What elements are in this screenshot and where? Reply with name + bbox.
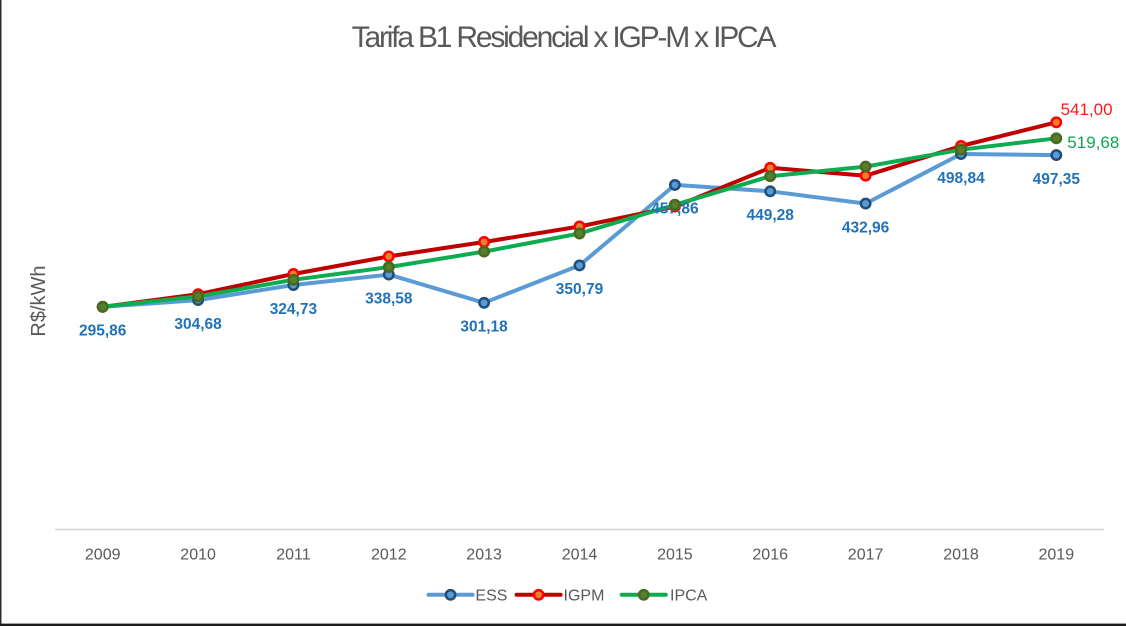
svg-text:324,73: 324,73 <box>270 301 318 318</box>
svg-text:519,68: 519,68 <box>1067 133 1119 152</box>
svg-text:449,28: 449,28 <box>746 207 794 224</box>
svg-text:301,18: 301,18 <box>460 319 508 336</box>
svg-text:2014: 2014 <box>562 547 598 564</box>
svg-text:432,96: 432,96 <box>842 219 890 236</box>
svg-text:2009: 2009 <box>85 547 121 564</box>
svg-text:2017: 2017 <box>848 547 884 564</box>
svg-text:2016: 2016 <box>752 547 788 564</box>
svg-text:2011: 2011 <box>276 547 311 564</box>
svg-text:IGPM: IGPM <box>564 587 605 604</box>
svg-text:498,84: 498,84 <box>937 170 985 187</box>
svg-text:2012: 2012 <box>371 547 407 564</box>
svg-text:541,00: 541,00 <box>1061 100 1113 119</box>
svg-text:338,58: 338,58 <box>365 290 413 307</box>
svg-text:497,35: 497,35 <box>1033 171 1081 188</box>
svg-text:2018: 2018 <box>943 547 979 564</box>
svg-text:ESS: ESS <box>475 587 507 604</box>
svg-text:IPCA: IPCA <box>670 587 708 604</box>
svg-text:2010: 2010 <box>180 547 216 564</box>
svg-text:295,86: 295,86 <box>79 323 127 340</box>
svg-text:350,79: 350,79 <box>556 281 604 298</box>
svg-text:2013: 2013 <box>466 547 502 564</box>
svg-text:304,68: 304,68 <box>174 316 222 333</box>
svg-text:R$/kWh: R$/kWh <box>28 265 50 336</box>
svg-text:2019: 2019 <box>1039 547 1075 564</box>
svg-text:Tarifa B1 Residencial x IGP-M: Tarifa B1 Residencial x IGP-M x IPCA <box>352 21 777 54</box>
svg-text:2015: 2015 <box>657 547 693 564</box>
